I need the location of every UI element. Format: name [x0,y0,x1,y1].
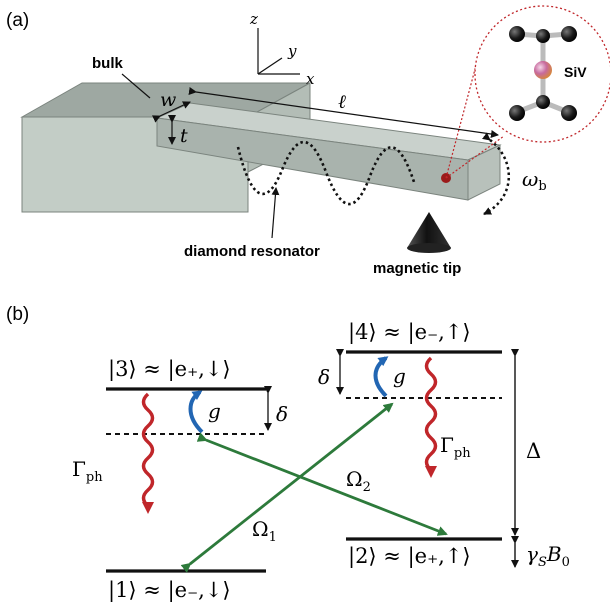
coordinate-axes [257,28,300,75]
big-delta-label: Δ [526,439,541,463]
resonator-leader [271,187,280,239]
level-3-label: |3⟩ ≈ |e₊,↓⟩ [108,357,231,382]
zeeman-label: γSB0 [526,542,570,570]
thickness-label: t [180,125,188,147]
omega-2-label: Ω2 [346,467,371,495]
width-arrow [151,101,191,123]
panel-b-label: (b) [6,304,29,325]
vibration-arrow [482,132,511,216]
mechanical-mode-wave [236,140,416,206]
level-1-label: |1⟩ ≈ |e₋,↓⟩ [108,578,231,603]
omega-1-drive-arrow [180,402,394,573]
length-label: ℓ [338,91,346,113]
magnetic-tip-cone [407,212,451,253]
g-coupling-left-arrow [188,390,204,434]
delta-left-label: δ [276,402,288,426]
siv-label: SiV [564,64,587,80]
omega-b-label: ωb [522,167,547,194]
omega-2-drive-arrow [196,432,448,536]
axis-x-label: x [306,70,315,88]
siv-molecule [509,26,577,121]
omega-1-label: Ω1 [252,517,277,545]
level-2-label: |2⟩ ≈ |e₊,↑⟩ [348,544,471,569]
panel-a-label: (a) [6,10,29,31]
bulk-label: bulk [92,55,123,72]
level-4-label: |4⟩ ≈ |e₋,↑⟩ [348,320,471,345]
decay-right-arrow [424,356,438,478]
axis-z-label: z [249,10,258,28]
g-right-label: g [393,364,406,388]
gamma-right-label: Γph [440,433,471,461]
width-label: w [160,89,176,111]
inset-leader-upper [445,57,479,179]
decay-left-arrow [141,392,155,514]
magnetic-tip-label: magnetic tip [373,260,461,277]
delta-right-label: δ [318,365,330,389]
g-coupling-right-arrow [373,356,389,398]
g-left-label: g [208,399,221,423]
bulk-leader [121,73,151,99]
resonator-label: diamond resonator [184,243,320,260]
axis-y-label: y [287,42,297,60]
gamma-left-label: Γph [72,457,103,485]
length-arrow [188,87,499,138]
